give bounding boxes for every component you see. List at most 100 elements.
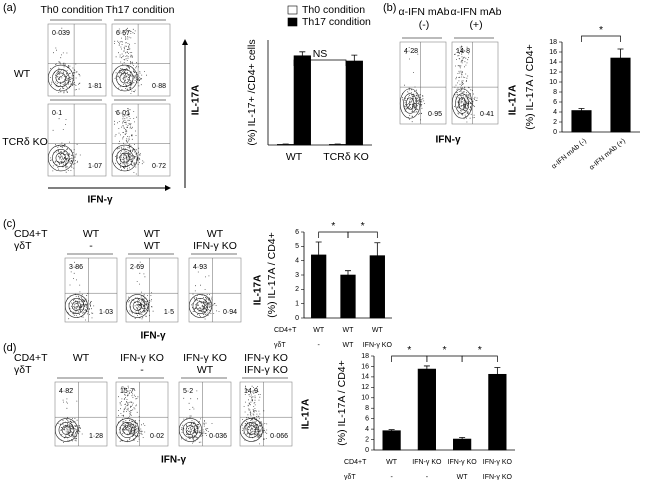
column-header: IFN-γ KO [193, 240, 237, 252]
bar [571, 110, 592, 133]
x-tick-label: WT [313, 327, 325, 334]
significance-bracket [581, 35, 621, 42]
column-header: α-IFN mAb [399, 6, 450, 18]
contour [399, 88, 421, 119]
flow-plot-frame [115, 381, 169, 447]
event-texture [118, 385, 146, 443]
error-bar [617, 48, 624, 58]
contour [119, 422, 136, 438]
column-header: WT [207, 228, 224, 240]
column-header: WT [73, 352, 90, 364]
legend-swatch [287, 17, 298, 27]
contour [125, 294, 149, 318]
x-tick-label: IFN-γ KO [483, 459, 513, 466]
y-tick-label: 12 [361, 384, 369, 391]
x-tick-label: WT [343, 342, 355, 349]
x-tick-label: IFN-γ KO [363, 342, 393, 349]
quadrant-value: 14·8 [456, 48, 470, 55]
contour [115, 418, 139, 442]
y-tick-label: 4 [295, 258, 299, 265]
x-tick-label: TCRδ KO [323, 151, 369, 163]
x-tick-label: WT [457, 474, 469, 480]
contour [119, 72, 130, 84]
row-header: TCRδ KO [2, 136, 48, 148]
error-bar [351, 54, 358, 61]
flow-plot-header [181, 377, 227, 379]
x-tick-label: IFN-γ KO [448, 459, 478, 466]
row-label: γδT [274, 342, 286, 349]
x-tick-label: WT [343, 327, 355, 334]
y-tick-label: 16 [549, 49, 557, 56]
row-header: γδT [14, 240, 32, 252]
row-label: CD4+T [344, 459, 367, 466]
contour [55, 152, 66, 164]
contour [455, 93, 470, 114]
contour [71, 301, 82, 311]
x-tick-label: IFN-γ KO [483, 474, 513, 480]
flow-plot-header [114, 99, 166, 101]
contour [119, 152, 130, 164]
column-header: WT [144, 240, 161, 252]
significance-bracket [426, 355, 463, 362]
quadrant-value: 1·03 [99, 309, 113, 316]
y-tick-label: 1 [295, 301, 299, 308]
y-tick-label: 2 [365, 436, 369, 443]
column-header: (+) [469, 19, 482, 31]
quadrant-value: 0·1 [52, 110, 62, 117]
event-texture [114, 108, 145, 175]
y-axis-label: IL-17A [253, 275, 264, 306]
y-tick-label: 8 [365, 405, 369, 412]
significance-bracket [318, 231, 349, 238]
flow-plot-frame [239, 381, 293, 447]
column-header: - [140, 364, 144, 376]
contour [239, 418, 263, 442]
x-tick-label: - [390, 474, 393, 480]
contour [55, 72, 66, 84]
y-tick-label: 4 [365, 426, 369, 433]
y-tick-label: 18 [361, 353, 369, 360]
error-bar [374, 242, 381, 256]
column-header: WT [83, 228, 100, 240]
error-bar [494, 367, 501, 375]
x-tick-label: IFN-γ KO [412, 459, 442, 466]
legend-label: Th0 condition [302, 4, 365, 16]
row-label: γδT [344, 474, 356, 480]
quadrant-value: 0·066 [270, 433, 288, 440]
bar [311, 254, 327, 319]
quadrant-value: 15·7 [120, 388, 134, 395]
legend-label: Th17 condition [302, 16, 371, 28]
flow-plot-frame [54, 381, 108, 447]
quadrant-value: 1·28 [89, 433, 103, 440]
contour [451, 88, 473, 119]
quadrant-value: 2·69 [130, 264, 144, 271]
y-tick-label: 8 [553, 89, 557, 96]
flow-plot-header [57, 377, 103, 379]
row-header: CD4+T [14, 352, 48, 364]
column-header: IFN-γ KO [120, 352, 164, 364]
y-tick-label: 3 [295, 272, 299, 279]
x-axis-label: IFN-γ [88, 195, 113, 206]
error-bar [423, 365, 430, 370]
quadrant-value: 0·02 [150, 433, 164, 440]
panel-label: (a) [3, 2, 16, 14]
quadrant-value: 1·5 [164, 309, 174, 316]
bar [293, 55, 311, 146]
flow-plot-header [50, 99, 102, 101]
y-tick-label: 0 [553, 129, 557, 136]
contour [243, 422, 260, 438]
significance-label: * [407, 344, 411, 356]
y-tick-label: 5 [295, 243, 299, 250]
x-tick-label: α-IFN mAb (+) [588, 138, 627, 172]
contour [403, 93, 418, 114]
bar [382, 430, 401, 451]
quadrant-value: 4·82 [59, 388, 73, 395]
flow-plot-frame [64, 257, 118, 323]
significance-label: * [361, 220, 365, 232]
quadrant-value: 6·01 [116, 110, 130, 117]
column-header: Th0 condition [40, 4, 103, 16]
column-header: IFN-γ KO [244, 352, 288, 364]
contour [58, 422, 75, 438]
contour [457, 97, 467, 110]
contour [116, 149, 134, 167]
